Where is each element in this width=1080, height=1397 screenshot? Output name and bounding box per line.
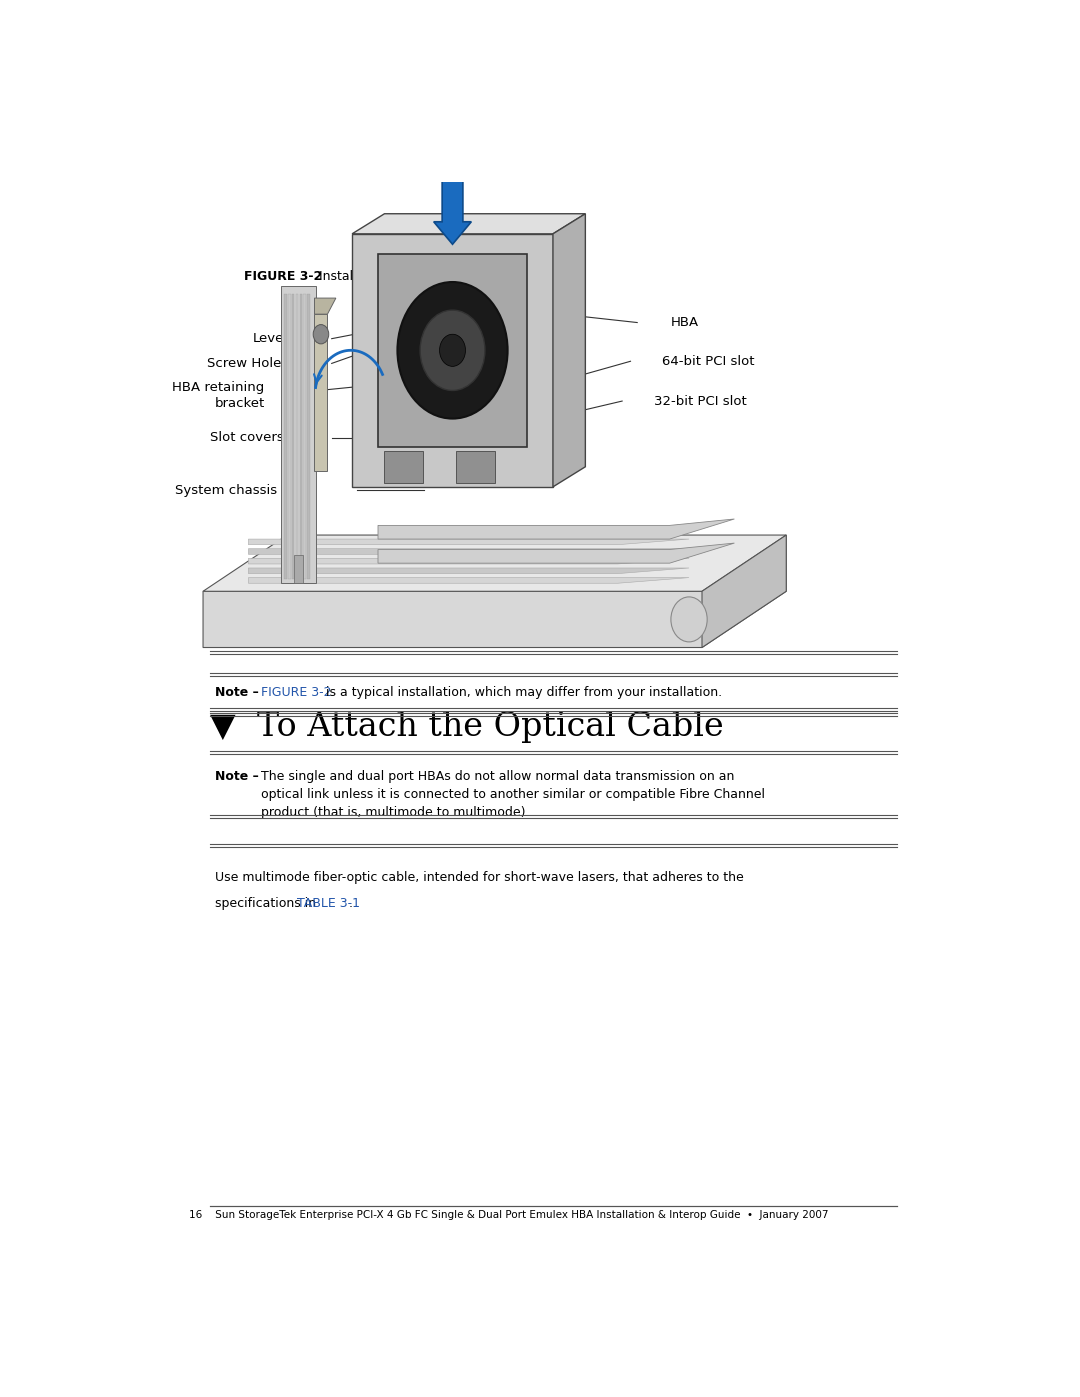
Circle shape	[313, 324, 328, 344]
Text: is a typical installation, which may differ from your installation.: is a typical installation, which may dif…	[322, 686, 721, 698]
Text: Use multimode fiber-optic cable, intended for short-wave lasers, that adheres to: Use multimode fiber-optic cable, intende…	[215, 872, 743, 884]
Text: 16    Sun StorageTek Enterprise PCI-X 4 Gb FC Single & Dual Port Emulex HBA Inst: 16 Sun StorageTek Enterprise PCI-X 4 Gb …	[189, 1210, 829, 1220]
Polygon shape	[308, 293, 310, 580]
Polygon shape	[248, 577, 689, 584]
Text: .: .	[349, 897, 352, 909]
Polygon shape	[296, 293, 298, 580]
Polygon shape	[281, 286, 316, 584]
Text: The single and dual port HBAs do not allow normal data transmission on an
optica: The single and dual port HBAs do not all…	[260, 770, 765, 819]
Polygon shape	[314, 314, 327, 471]
Polygon shape	[248, 559, 689, 564]
Polygon shape	[248, 569, 689, 574]
Polygon shape	[203, 535, 786, 647]
Text: specifications in: specifications in	[215, 897, 320, 909]
Polygon shape	[378, 518, 734, 539]
Polygon shape	[702, 535, 786, 647]
Text: Slot covers: Slot covers	[211, 432, 284, 444]
Polygon shape	[248, 549, 689, 555]
Text: HBA: HBA	[671, 316, 699, 330]
Text: Note –: Note –	[215, 686, 258, 698]
Polygon shape	[284, 293, 286, 580]
Polygon shape	[288, 293, 291, 580]
Polygon shape	[303, 293, 306, 580]
Text: System chassis: System chassis	[175, 483, 278, 497]
Circle shape	[420, 310, 485, 391]
Polygon shape	[378, 254, 527, 447]
Text: Screw Hole: Screw Hole	[207, 356, 282, 370]
Polygon shape	[203, 535, 786, 591]
Text: FIGURE 3-2: FIGURE 3-2	[244, 270, 322, 282]
Polygon shape	[248, 539, 689, 545]
Polygon shape	[352, 214, 585, 233]
FancyArrow shape	[434, 177, 471, 244]
Text: FIGURE 3-2: FIGURE 3-2	[260, 686, 332, 698]
Text: HBA retaining
bracket: HBA retaining bracket	[173, 381, 265, 411]
Polygon shape	[378, 543, 734, 563]
Text: ▼  To Attach the Optical Cable: ▼ To Attach the Optical Cable	[211, 711, 724, 743]
Polygon shape	[314, 298, 336, 314]
Text: Installing the Single and Dual Port HBAs: Installing the Single and Dual Port HBAs	[320, 270, 569, 282]
Polygon shape	[352, 233, 553, 486]
Text: 32-bit PCI slot: 32-bit PCI slot	[653, 394, 746, 408]
Text: Lever: Lever	[253, 332, 289, 345]
Polygon shape	[553, 214, 585, 486]
Text: 64-bit PCI slot: 64-bit PCI slot	[662, 355, 755, 367]
Text: TABLE 3-1: TABLE 3-1	[297, 897, 360, 909]
Polygon shape	[384, 451, 423, 483]
Polygon shape	[299, 293, 302, 580]
Polygon shape	[292, 293, 295, 580]
Text: Note –: Note –	[215, 770, 258, 784]
Polygon shape	[456, 451, 495, 483]
Circle shape	[397, 282, 508, 419]
Polygon shape	[294, 555, 303, 584]
Circle shape	[440, 334, 465, 366]
Circle shape	[671, 597, 707, 641]
